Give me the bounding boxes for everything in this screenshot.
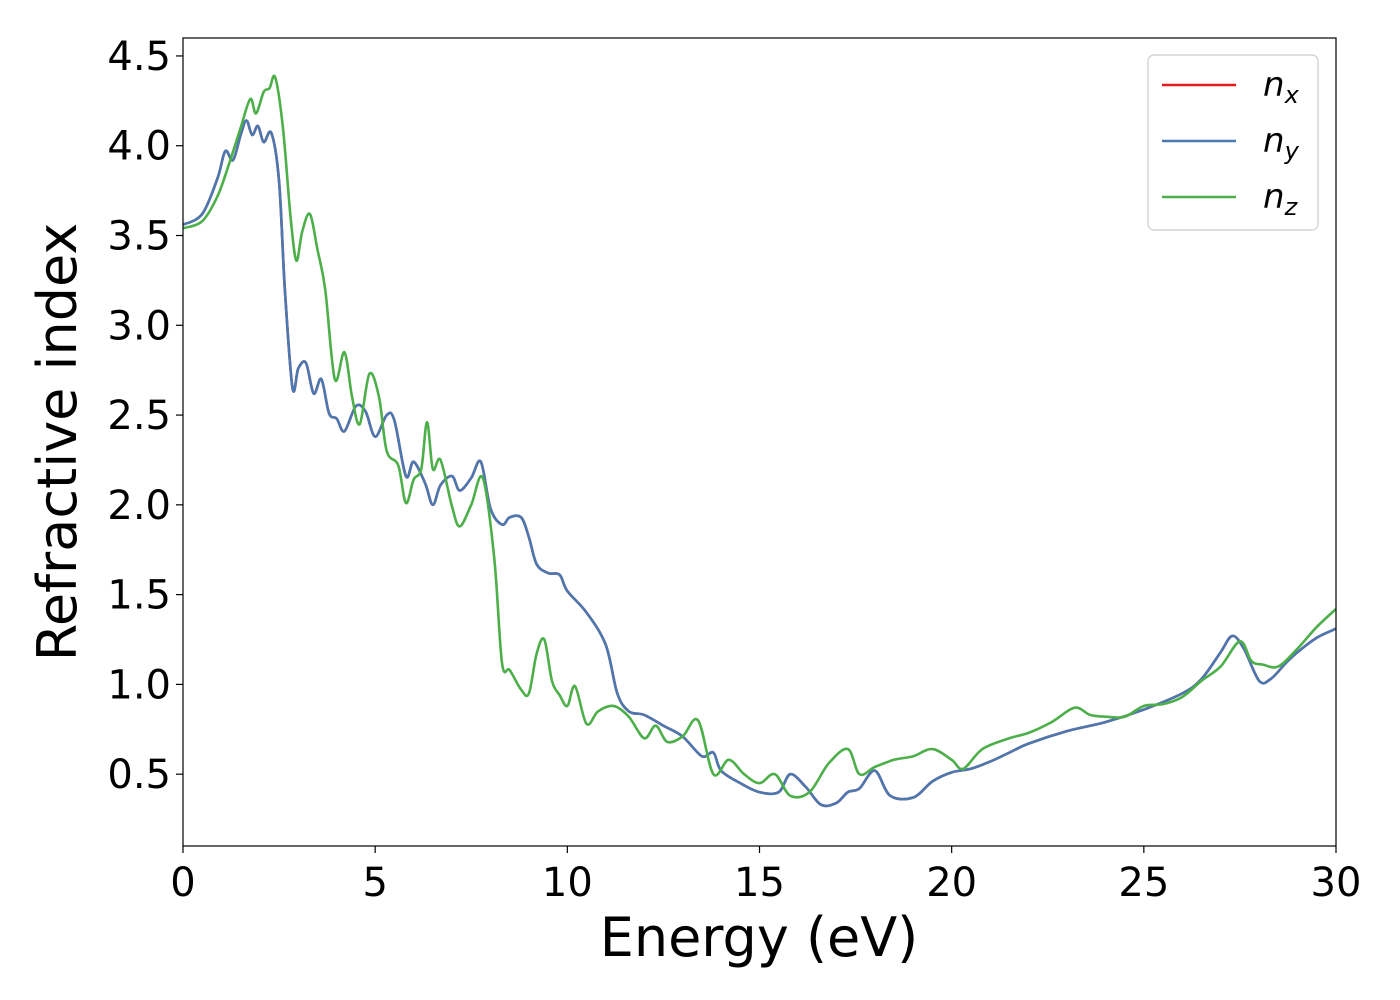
y-tick-label: 3.5 <box>107 214 171 260</box>
x-tick-label: 30 <box>1311 860 1362 906</box>
legend-label-ny: ny <box>1263 121 1300 165</box>
y-axis-ticks: 0.5 1.0 1.5 2.0 2.5 3.0 3.5 4.0 4.5 <box>107 34 183 798</box>
x-axis-ticks: 0 5 10 15 20 25 30 <box>170 846 1361 906</box>
y-tick-label: 0.5 <box>107 752 171 798</box>
x-tick-label: 5 <box>362 860 387 906</box>
series-line-ny <box>183 119 1336 808</box>
y-tick-label: 2.0 <box>107 483 171 529</box>
legend-label-nx: nx <box>1263 65 1300 109</box>
y-tick-label: 3.0 <box>107 303 171 349</box>
y-tick-label: 1.5 <box>107 573 171 619</box>
x-tick-label: 20 <box>926 860 977 906</box>
x-tick-label: 25 <box>1118 860 1169 906</box>
x-tick-label: 10 <box>542 860 593 906</box>
x-tick-label: 0 <box>170 860 195 906</box>
y-tick-label: 4.0 <box>107 124 171 170</box>
series-layer <box>183 74 1336 808</box>
x-axis-label: Energy (eV) <box>600 906 919 969</box>
y-tick-label: 2.5 <box>107 393 171 439</box>
y-axis-label: Refractive index <box>26 223 89 662</box>
y-tick-label: 1.0 <box>107 662 171 708</box>
legend: nx ny nz <box>1147 54 1319 231</box>
series-line-nz <box>183 74 1336 799</box>
legend-box <box>1147 54 1319 231</box>
x-tick-label: 15 <box>734 860 785 906</box>
y-tick-label: 4.5 <box>107 34 171 80</box>
legend-label-nz: nz <box>1263 177 1299 221</box>
